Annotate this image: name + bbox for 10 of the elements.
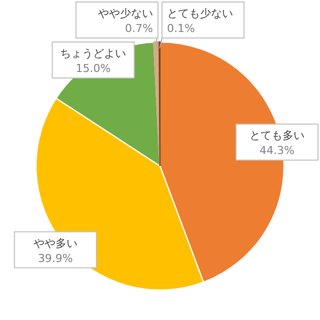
data-label: 44.3%: [260, 144, 294, 158]
slice-label: やや多い: [33, 236, 78, 250]
data-label: 39.9%: [38, 252, 73, 265]
slice-label: やや少ない: [98, 7, 153, 20]
slice-label: とても多い: [250, 129, 304, 142]
data-label: 15.0%: [76, 62, 111, 75]
slice-label: とても少ない: [167, 7, 233, 20]
data-label: 0.7%: [125, 22, 153, 35]
slice-label: ちょうどよい: [60, 47, 126, 60]
data-label: 0.1%: [167, 22, 195, 35]
